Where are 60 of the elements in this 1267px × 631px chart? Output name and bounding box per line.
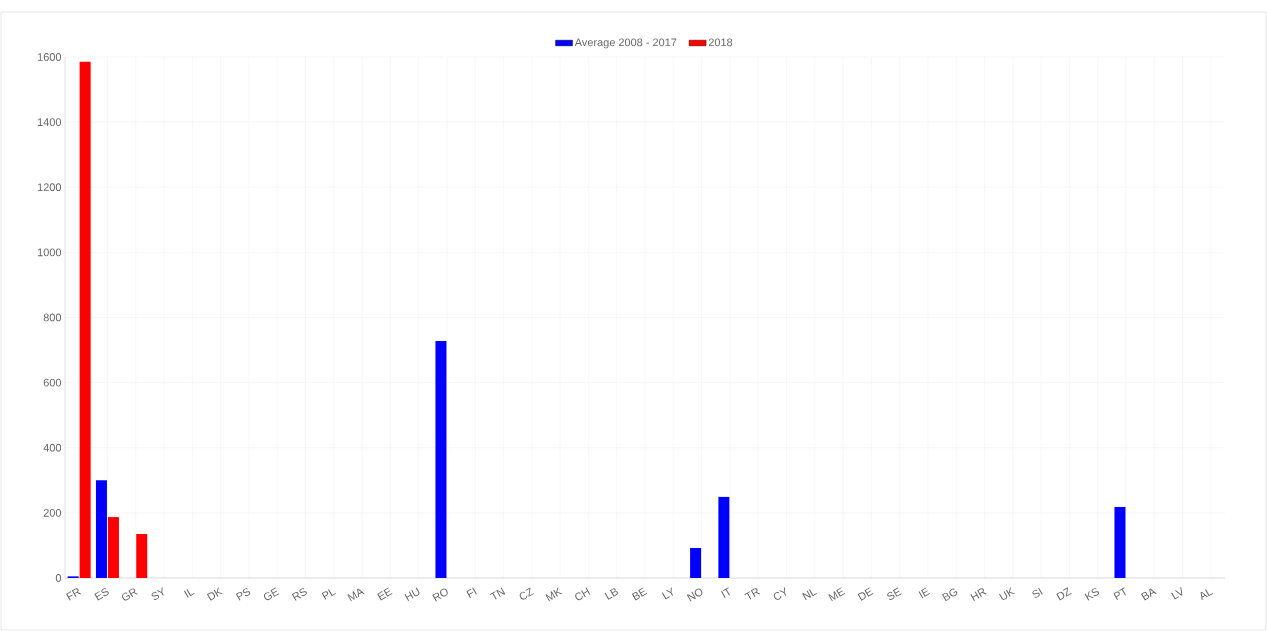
x-tick-label: NL bbox=[802, 589, 817, 601]
x-tick-label: AL bbox=[1200, 589, 1214, 601]
bar bbox=[107, 517, 119, 578]
x-tick-label: EE bbox=[377, 587, 393, 601]
x-tick-label: CZ bbox=[519, 587, 535, 600]
x-tick-label: CY bbox=[773, 587, 787, 600]
bar bbox=[690, 548, 702, 578]
x-tick-label: BA bbox=[1141, 588, 1157, 601]
bar bbox=[718, 496, 730, 578]
x-tick-label: PT bbox=[1113, 587, 1126, 601]
x-tick-label: UK bbox=[999, 587, 1016, 600]
y-tick-label: 0 bbox=[55, 574, 62, 582]
x-tick-label: IL bbox=[184, 589, 195, 598]
x-tick-label: TN bbox=[489, 587, 506, 600]
x-tick-label: SY bbox=[151, 587, 164, 600]
x-tick-label: SI bbox=[1032, 587, 1043, 598]
x-tick-label: NO bbox=[686, 588, 703, 602]
y-tick-label: 1400 bbox=[37, 118, 62, 126]
bar bbox=[79, 61, 91, 578]
legend-label: Average 2008 - 2017 bbox=[574, 38, 677, 49]
x-tick-label: BE bbox=[631, 587, 648, 601]
x-tick-label: GR bbox=[121, 588, 138, 601]
y-tick-label: 800 bbox=[43, 313, 62, 322]
legend-label: 2018 bbox=[708, 38, 733, 47]
x-tick-label: TR bbox=[744, 588, 761, 600]
x-tick-label: FI bbox=[466, 587, 477, 598]
x-tick-label: SE bbox=[887, 587, 902, 600]
x-tick-label: PS bbox=[235, 588, 251, 601]
y-tick-label: 400 bbox=[43, 443, 62, 452]
x-tick-label: IE bbox=[918, 587, 930, 599]
x-tick-label: MK bbox=[545, 587, 563, 602]
x-tick-label: DE bbox=[857, 587, 874, 601]
x-tick-label: IT bbox=[721, 587, 730, 598]
x-tick-label: FR bbox=[66, 588, 82, 601]
y-tick-label: 1600 bbox=[37, 53, 62, 61]
x-tick-label: DZ bbox=[1056, 587, 1072, 601]
x-tick-label: HR bbox=[970, 588, 987, 602]
x-tick-label: BG bbox=[942, 588, 958, 602]
x-tick-label: RO bbox=[432, 588, 448, 602]
x-tick-label: ME bbox=[828, 587, 846, 602]
x-tick-label: GE bbox=[263, 587, 280, 601]
x-tick-label: DK bbox=[206, 587, 223, 601]
x-tick-label: PL bbox=[321, 589, 336, 600]
x-tick-label: LY bbox=[661, 587, 674, 600]
y-tick-label: 1200 bbox=[37, 183, 62, 192]
x-tick-label: ES bbox=[94, 588, 109, 601]
x-tick-label: CH bbox=[575, 587, 591, 601]
x-tick-label: LV bbox=[1171, 587, 1183, 600]
x-tick-label: LB bbox=[604, 588, 618, 600]
y-tick-label: 1000 bbox=[37, 248, 62, 257]
y-tick-label: 200 bbox=[43, 508, 62, 517]
bar bbox=[435, 340, 447, 578]
bar bbox=[95, 480, 107, 578]
x-tick-label: KS bbox=[1084, 588, 1100, 601]
y-tick-label: 600 bbox=[43, 378, 62, 387]
bar bbox=[1114, 507, 1126, 578]
x-tick-label: MA bbox=[347, 588, 365, 602]
bar bbox=[136, 534, 148, 578]
x-tick-label: RS bbox=[291, 588, 307, 601]
x-tick-label: HU bbox=[404, 587, 420, 602]
